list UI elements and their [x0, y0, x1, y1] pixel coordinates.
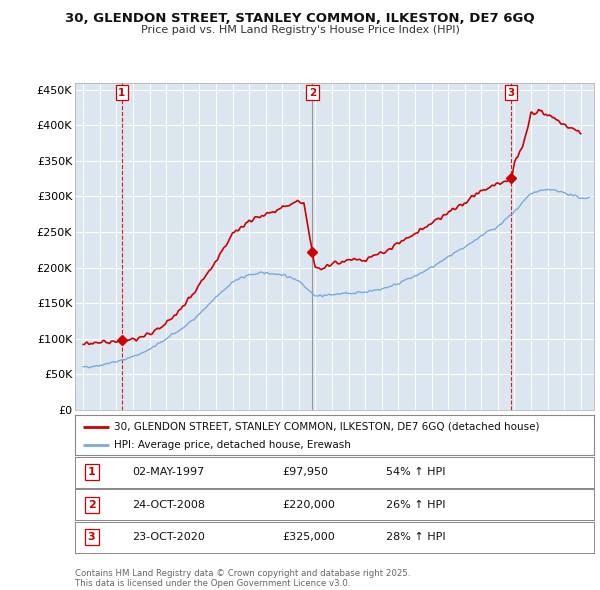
Text: 30, GLENDON STREET, STANLEY COMMON, ILKESTON, DE7 6GQ: 30, GLENDON STREET, STANLEY COMMON, ILKE…: [65, 12, 535, 25]
Text: £325,000: £325,000: [283, 532, 335, 542]
Text: Price paid vs. HM Land Registry's House Price Index (HPI): Price paid vs. HM Land Registry's House …: [140, 25, 460, 35]
Text: 2: 2: [88, 500, 95, 510]
Text: Contains HM Land Registry data © Crown copyright and database right 2025.
This d: Contains HM Land Registry data © Crown c…: [75, 569, 410, 588]
Text: 26% ↑ HPI: 26% ↑ HPI: [386, 500, 446, 510]
Text: 02-MAY-1997: 02-MAY-1997: [132, 467, 205, 477]
Text: 23-OCT-2020: 23-OCT-2020: [132, 532, 205, 542]
Text: 24-OCT-2008: 24-OCT-2008: [132, 500, 205, 510]
Text: 1: 1: [118, 87, 125, 97]
Text: 1: 1: [88, 467, 95, 477]
Text: £97,950: £97,950: [283, 467, 329, 477]
Text: 30, GLENDON STREET, STANLEY COMMON, ILKESTON, DE7 6GQ (detached house): 30, GLENDON STREET, STANLEY COMMON, ILKE…: [114, 422, 539, 432]
Text: £220,000: £220,000: [283, 500, 335, 510]
Text: 2: 2: [308, 87, 316, 97]
Text: 28% ↑ HPI: 28% ↑ HPI: [386, 532, 446, 542]
Text: 54% ↑ HPI: 54% ↑ HPI: [386, 467, 446, 477]
Text: 3: 3: [88, 532, 95, 542]
Text: 3: 3: [508, 87, 515, 97]
Text: HPI: Average price, detached house, Erewash: HPI: Average price, detached house, Erew…: [114, 441, 351, 450]
